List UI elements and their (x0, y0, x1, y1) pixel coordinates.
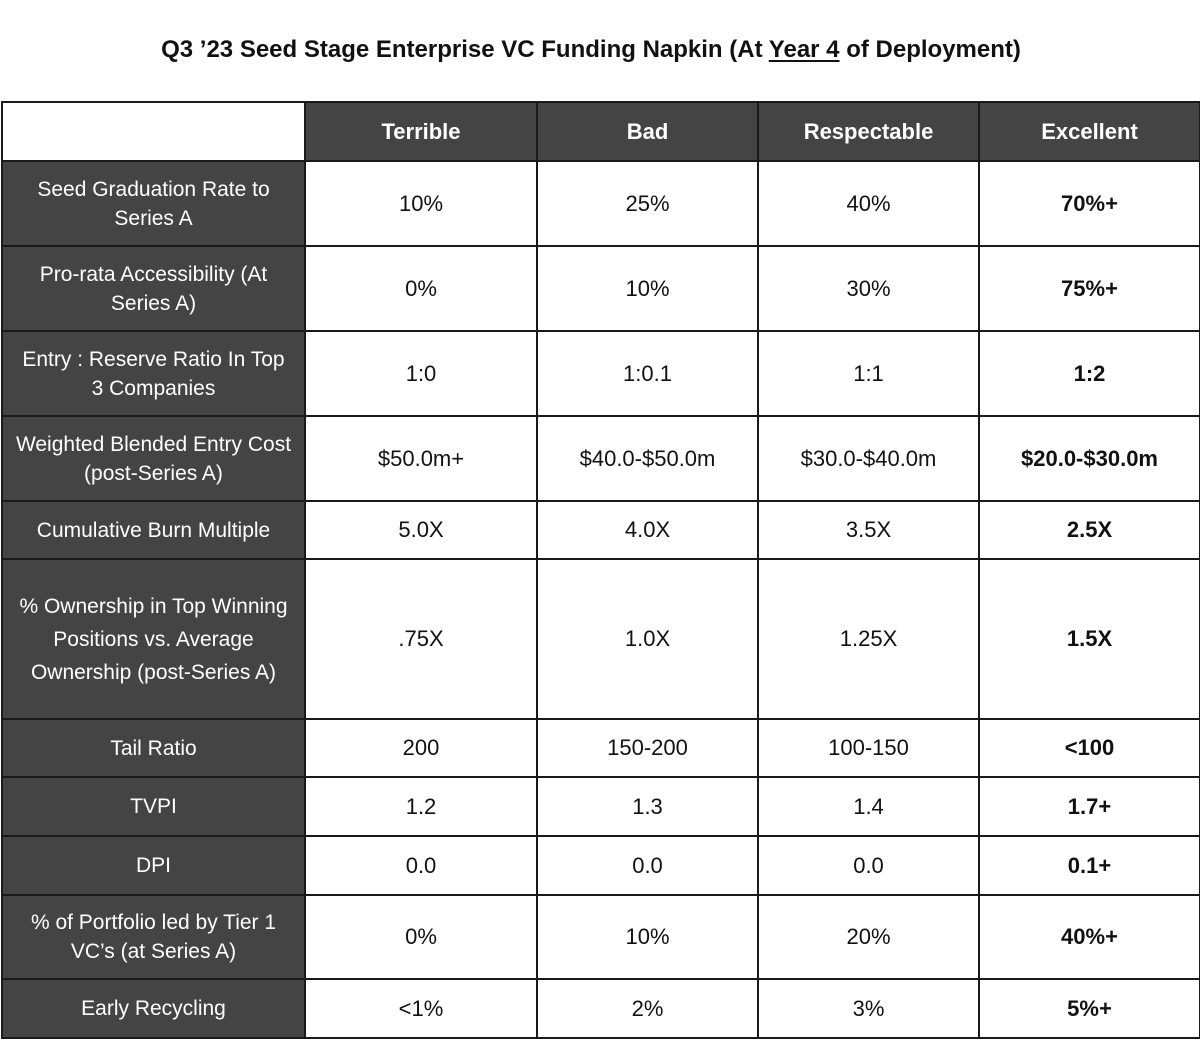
table-row: Early Recycling <1% 2% 3% 5%+ (1, 978, 1200, 1039)
column-header-bad: Bad (536, 101, 759, 162)
cell-bad: 4.0X (536, 500, 759, 560)
cell-terrible: 1.2 (304, 776, 538, 837)
cell-respectable: 3.5X (757, 500, 980, 560)
row-label: Cumulative Burn Multiple (1, 500, 306, 560)
cell-bad: $40.0-$50.0m (536, 415, 759, 502)
cell-respectable: 1:1 (757, 330, 980, 417)
cell-bad: 2% (536, 978, 759, 1039)
cell-respectable: 100-150 (757, 718, 980, 778)
table-row: % of Portfolio led by Tier 1 VC’s (at Se… (1, 894, 1200, 980)
cell-excellent: 40%+ (978, 894, 1200, 980)
table-row: Pro-rata Accessibility (At Series A) 0% … (1, 245, 1200, 332)
cell-respectable: 3% (757, 978, 980, 1039)
cell-bad: 10% (536, 894, 759, 980)
cell-bad: 1.0X (536, 558, 759, 720)
table-row: TVPI 1.2 1.3 1.4 1.7+ (1, 776, 1200, 837)
title-suffix: of Deployment) (839, 36, 1021, 63)
napkin-table: Terrible Bad Respectable Excellent Seed … (1, 101, 1200, 1039)
title-underlined: Year 4 (768, 36, 840, 63)
column-header-excellent: Excellent (978, 101, 1200, 162)
cell-terrible: 0.0 (304, 835, 538, 896)
cell-excellent: 2.5X (978, 500, 1200, 560)
cell-respectable: 30% (757, 245, 980, 332)
cell-excellent: 0.1+ (978, 835, 1200, 896)
cell-excellent: 1.5X (978, 558, 1200, 720)
row-label: DPI (1, 835, 306, 896)
cell-terrible: 0% (304, 894, 538, 980)
cell-terrible: .75X (304, 558, 538, 720)
cell-bad: 150-200 (536, 718, 759, 778)
header-row: Terrible Bad Respectable Excellent (1, 101, 1200, 162)
table-row: Weighted Blended Entry Cost (post-Series… (1, 415, 1200, 502)
column-header-respectable: Respectable (757, 101, 980, 162)
cell-excellent: $20.0-$30.0m (978, 415, 1200, 502)
cell-bad: 1:0.1 (536, 330, 759, 417)
cell-respectable: 0.0 (757, 835, 980, 896)
table-row: Tail Ratio 200 150-200 100-150 <100 (1, 718, 1200, 778)
page-title: Q3 ’23 Seed Stage Enterprise VC Funding … (0, 33, 1182, 67)
cell-respectable: 20% (757, 894, 980, 980)
row-label: Pro-rata Accessibility (At Series A) (1, 245, 306, 332)
row-label: Tail Ratio (1, 718, 306, 778)
row-label: % of Portfolio led by Tier 1 VC’s (at Se… (1, 894, 306, 980)
table-row: Cumulative Burn Multiple 5.0X 4.0X 3.5X … (1, 500, 1200, 560)
cell-excellent: 5%+ (978, 978, 1200, 1039)
cell-respectable: $30.0-$40.0m (757, 415, 980, 502)
cell-terrible: 5.0X (304, 500, 538, 560)
cell-excellent: 1:2 (978, 330, 1200, 417)
cell-bad: 10% (536, 245, 759, 332)
cell-excellent: <100 (978, 718, 1200, 778)
cell-bad: 0.0 (536, 835, 759, 896)
cell-terrible: <1% (304, 978, 538, 1039)
row-label: TVPI (1, 776, 306, 837)
cell-respectable: 40% (757, 160, 980, 247)
cell-excellent: 75%+ (978, 245, 1200, 332)
table-row: DPI 0.0 0.0 0.0 0.1+ (1, 835, 1200, 896)
row-label: Seed Graduation Rate to Series A (1, 160, 306, 247)
row-label: Early Recycling (1, 978, 306, 1039)
table-row: Entry : Reserve Ratio In Top 3 Companies… (1, 330, 1200, 417)
cell-terrible: 200 (304, 718, 538, 778)
cell-excellent: 70%+ (978, 160, 1200, 247)
cell-respectable: 1.4 (757, 776, 980, 837)
table-row: % Ownership in Top Winning Positions vs.… (1, 558, 1200, 720)
row-label: Entry : Reserve Ratio In Top 3 Companies (1, 330, 306, 417)
cell-terrible: 0% (304, 245, 538, 332)
corner-cell (1, 101, 306, 162)
row-label: % Ownership in Top Winning Positions vs.… (1, 558, 306, 720)
cell-respectable: 1.25X (757, 558, 980, 720)
cell-bad: 25% (536, 160, 759, 247)
cell-excellent: 1.7+ (978, 776, 1200, 837)
table-row: Seed Graduation Rate to Series A 10% 25%… (1, 160, 1200, 247)
column-header-terrible: Terrible (304, 101, 538, 162)
row-label: Weighted Blended Entry Cost (post-Series… (1, 415, 306, 502)
cell-terrible: $50.0m+ (304, 415, 538, 502)
cell-bad: 1.3 (536, 776, 759, 837)
cell-terrible: 10% (304, 160, 538, 247)
cell-terrible: 1:0 (304, 330, 538, 417)
title-prefix: Q3 ’23 Seed Stage Enterprise VC Funding … (161, 36, 769, 63)
